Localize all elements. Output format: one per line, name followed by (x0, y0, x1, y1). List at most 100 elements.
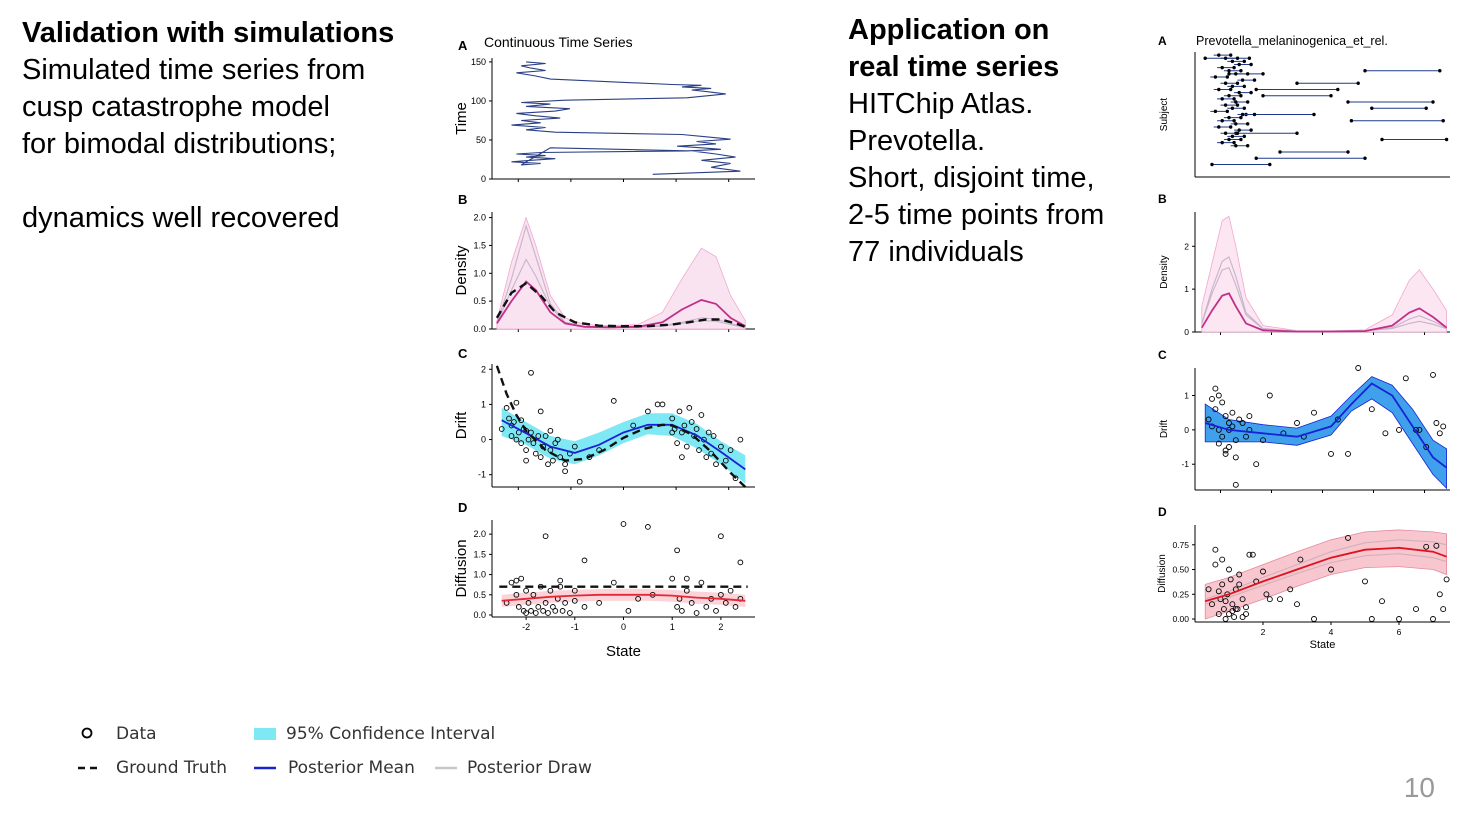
sim-d-point (547, 587, 554, 594)
real-d-point (1234, 606, 1241, 613)
real-a-point (1230, 134, 1235, 139)
real-c-point (1436, 430, 1443, 437)
real-c-point (1229, 423, 1236, 430)
sim-c-ytick-label: 2 (481, 364, 486, 374)
real-a-point (1240, 112, 1245, 117)
real-d-point (1436, 591, 1443, 598)
real-c-mean-line (1204, 382, 1448, 469)
real-d-point (1219, 556, 1226, 563)
sim-d-point (683, 587, 690, 594)
right-line-2: Prevotella. (848, 125, 986, 157)
real-a-point (1249, 62, 1253, 67)
real-a-point (1232, 65, 1236, 70)
real-a-point (1239, 137, 1243, 142)
real-c-point (1232, 454, 1239, 461)
legend-draw-label: Posterior Draw (467, 758, 592, 778)
real-a-point (1268, 162, 1272, 167)
sim-c-point (681, 422, 688, 429)
sim-c-point (693, 426, 700, 432)
real-a-point (1235, 103, 1240, 107)
real-d-point (1239, 596, 1246, 603)
real-a-point (1431, 100, 1435, 104)
real-a-point (1232, 97, 1236, 101)
right-heading-1: Application on (848, 14, 1050, 46)
real-d-point (1246, 551, 1253, 558)
sim-d-point (540, 608, 546, 614)
real-a-point (1227, 94, 1231, 98)
sim-d-point (552, 608, 559, 614)
real-c-point (1355, 365, 1362, 371)
real-d-point (1362, 578, 1368, 585)
real-a-point (1227, 137, 1231, 142)
real-a-point (1242, 134, 1247, 139)
real-a-point (1220, 97, 1224, 101)
right-text-block: Application on real time series HITChip … (848, 12, 1104, 271)
real-d-point (1368, 616, 1375, 622)
real-a-point (1380, 137, 1384, 142)
real-panel-b-ylabel: Density (1159, 255, 1170, 288)
sim-d-point (645, 524, 651, 530)
sim-c-point (513, 399, 520, 406)
sim-c-point (498, 426, 505, 432)
real-a-point (1239, 69, 1243, 73)
real-d-point (1222, 598, 1229, 605)
real-c-point (1328, 450, 1334, 457)
real-c-point (1222, 447, 1229, 454)
real-c-ytick-label: 1 (1184, 390, 1189, 400)
real-panel-b-letter: B (1158, 192, 1167, 206)
sim-c-point (503, 405, 510, 411)
real-d-point (1328, 566, 1334, 573)
real-c-point (1368, 406, 1375, 413)
real-a-point (1242, 59, 1247, 64)
sim-c-ytick-label: 1 (481, 399, 486, 409)
sim-c-point (523, 447, 529, 453)
real-a-point (1246, 100, 1250, 104)
real-c-point (1205, 416, 1212, 423)
real-a-point (1217, 125, 1221, 129)
real-a-point (1349, 119, 1354, 123)
sim-d-point (508, 579, 515, 586)
real-a-point (1227, 72, 1231, 76)
real-a-point (1346, 150, 1350, 154)
real-d-point (1205, 586, 1212, 593)
real-d-point (1220, 606, 1227, 613)
sim-d-ytick-label: 0.5 (473, 590, 486, 600)
sim-c-point (610, 398, 617, 404)
sim-c-point (669, 415, 676, 422)
real-c-point (1226, 420, 1232, 426)
sim-c-point (532, 450, 539, 457)
sim-b-band (496, 216, 746, 330)
sim-c-point (688, 419, 695, 425)
sim-c-ci-band (501, 407, 746, 484)
sim-c-point (703, 454, 710, 460)
sim-d-xtick-label: -1 (571, 622, 579, 632)
real-a-point (1363, 156, 1367, 160)
left-line-1: Simulated time series from (22, 54, 366, 86)
real-d-point (1311, 616, 1317, 622)
real-a-point (1213, 109, 1218, 114)
right-line-5: 77 individuals (848, 236, 1024, 268)
sim-d-point (713, 608, 719, 614)
sim-b-truth-line (495, 281, 746, 328)
real-a-point (1370, 106, 1374, 110)
sim-d-point (610, 579, 617, 586)
sim-c-point (718, 443, 724, 450)
sim-panel-c-ylabel: Drift (453, 411, 470, 439)
sim-c-point (696, 447, 702, 453)
real-d-point (1277, 596, 1283, 603)
sim-a-ytick-label: 50 (476, 135, 486, 145)
real-c-point (1243, 433, 1249, 440)
sim-d-point (571, 587, 578, 594)
sim-d-point (679, 608, 685, 614)
sim-c-point (654, 401, 661, 408)
sim-panel-d-xlabel: State (606, 643, 641, 660)
real-c-point (1232, 437, 1239, 444)
real-a-point (1312, 112, 1316, 117)
real-a-point (1235, 131, 1240, 135)
real-c-point (1345, 450, 1351, 457)
real-d-xtick-label: 4 (1329, 627, 1334, 637)
real-panel-a-title: Prevotella_melaninogenica_et_rel. (1196, 34, 1388, 48)
sim-a-ytick-label: 150 (471, 57, 486, 67)
real-a-point (1230, 59, 1235, 64)
real-d-point (1379, 598, 1385, 605)
